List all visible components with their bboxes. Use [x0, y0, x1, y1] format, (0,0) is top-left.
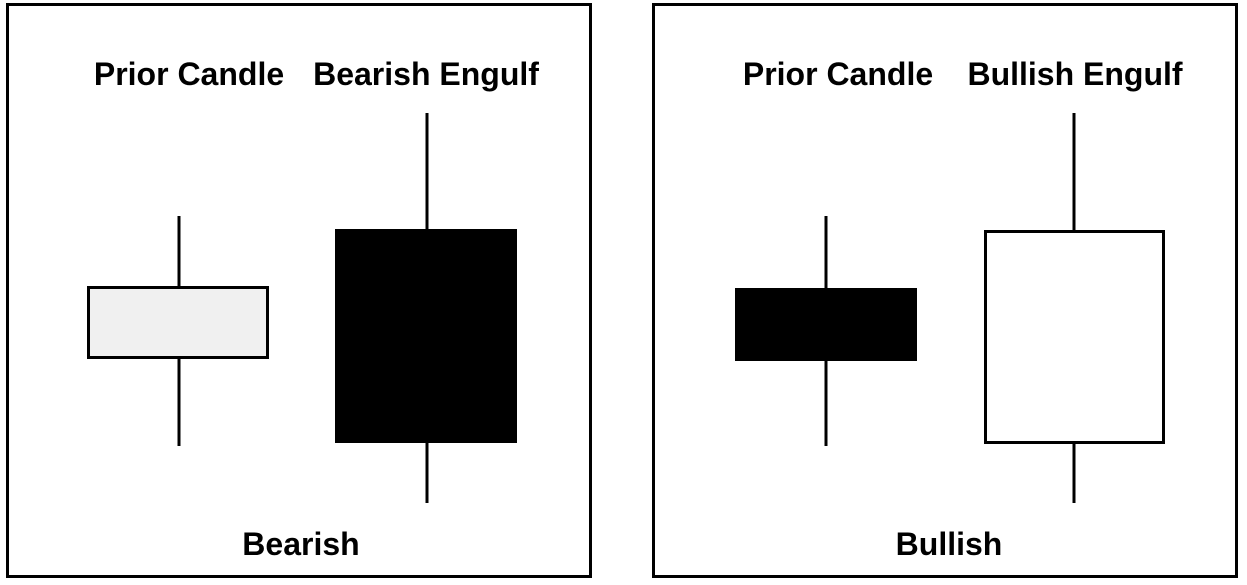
bullish-engulf-label: Bullish Engulf [967, 56, 1183, 92]
bearish-caption: Bearish [242, 526, 360, 562]
prior-candle-body [735, 288, 917, 361]
bearish-panel: Prior Candle Bearish Engulf Bearish [6, 3, 592, 578]
prior-candle-label: Prior Candle [93, 56, 285, 92]
bearish-engulf-label: Bearish Engulf [313, 56, 539, 92]
bullish-panel: Prior Candle Bullish Engulf Bullish [652, 3, 1238, 578]
prior-candle-body [87, 286, 269, 359]
bullish-caption: Bullish [895, 526, 1003, 562]
bearish-engulf-body [335, 229, 517, 443]
prior-candle-label: Prior Candle [742, 56, 934, 92]
bullish-engulf-body [984, 230, 1165, 444]
